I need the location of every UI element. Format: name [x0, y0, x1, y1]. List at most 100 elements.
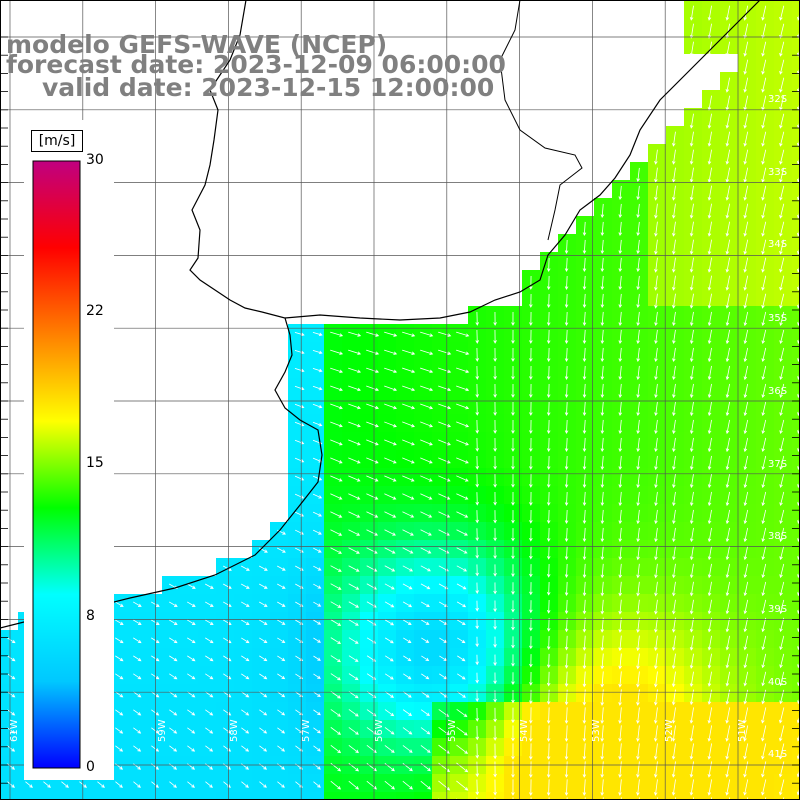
wind-arrow	[493, 365, 497, 380]
wind-arrow	[564, 365, 569, 380]
wind-arrow	[618, 419, 623, 435]
wind-arrow	[743, 437, 749, 453]
wind-speed-cell	[792, 612, 800, 630]
wind-arrow	[438, 601, 448, 608]
wind-arrow	[348, 367, 362, 374]
wind-arrow	[707, 527, 712, 543]
wind-arrow	[312, 529, 322, 535]
wind-arrow	[277, 745, 286, 752]
wind-arrow	[600, 743, 604, 760]
wind-arrow	[115, 745, 124, 752]
wind-arrow	[546, 437, 551, 452]
wind-arrow	[186, 583, 196, 589]
wind-arrow	[707, 635, 712, 651]
wind-arrow	[671, 635, 676, 651]
wind-arrow	[277, 727, 286, 734]
wind-arrow	[707, 5, 712, 21]
wind-arrow	[312, 367, 323, 373]
wind-arrow	[366, 547, 378, 554]
wind-arrow	[546, 491, 551, 506]
wind-arrow	[689, 707, 694, 724]
wind-arrow	[294, 367, 305, 373]
wind-arrow	[636, 365, 640, 381]
wind-arrow	[475, 618, 479, 630]
wind-arrow	[205, 709, 214, 716]
wind-arrow	[384, 421, 397, 428]
wind-arrow	[600, 383, 605, 399]
wind-arrow	[330, 673, 341, 681]
wind-arrow	[779, 329, 785, 345]
wind-arrow	[779, 653, 785, 669]
wind-arrow	[348, 529, 361, 536]
wind-arrow	[420, 439, 433, 446]
wind-arrow	[511, 383, 515, 398]
wind-arrow	[636, 725, 640, 742]
wind-arrow	[779, 383, 785, 399]
wind-arrow	[743, 5, 749, 21]
wind-arrow	[366, 529, 379, 536]
wind-arrow	[654, 293, 658, 309]
wind-arrow	[456, 709, 468, 717]
wind-arrow	[600, 671, 605, 688]
wind-arrow	[564, 617, 569, 633]
wind-arrow	[420, 511, 433, 518]
wind-arrow	[671, 149, 676, 165]
wind-arrow	[330, 421, 343, 428]
wind-arrow	[600, 761, 604, 778]
wind-arrow	[761, 617, 767, 633]
wind-speed-cell	[738, 792, 756, 800]
wind-arrow	[313, 781, 321, 788]
wind-speed-cell	[792, 252, 800, 270]
wind-arrow	[384, 619, 395, 626]
wind-arrow	[636, 329, 640, 345]
wind-arrow	[169, 727, 178, 734]
wind-arrow	[493, 761, 497, 778]
wind-arrow	[671, 203, 676, 219]
wind-arrow	[582, 383, 587, 398]
wind-arrow	[689, 473, 694, 489]
wind-arrow	[420, 385, 434, 392]
wind-arrow	[689, 275, 694, 291]
wind-arrow	[636, 527, 640, 543]
wind-arrow	[636, 563, 640, 579]
wind-arrow	[725, 41, 731, 57]
wind-arrow	[672, 491, 676, 507]
wind-speed-cell	[792, 378, 800, 396]
wind-speed-cell	[396, 792, 414, 800]
wind-arrow	[779, 131, 785, 147]
wind-arrow	[241, 673, 250, 680]
wind-arrow	[636, 419, 640, 435]
wind-arrow	[779, 347, 785, 363]
wind-arrow	[348, 475, 361, 482]
wind-arrow	[295, 583, 304, 589]
wind-speed-cell	[792, 360, 800, 378]
wind-arrow	[259, 637, 268, 644]
wind-arrow	[761, 311, 767, 327]
wind-arrow	[582, 725, 587, 742]
wind-arrow	[636, 437, 640, 453]
wind-arrow	[778, 761, 785, 778]
wind-arrow	[133, 727, 142, 734]
wind-arrow	[654, 365, 658, 381]
wind-arrow	[618, 293, 623, 309]
wind-arrow	[600, 545, 605, 561]
wind-arrow	[403, 673, 412, 680]
wind-arrow	[529, 347, 533, 362]
wind-arrow	[529, 528, 533, 542]
wind-speed-cell	[792, 558, 800, 576]
wind-arrow	[348, 331, 362, 337]
wind-arrow	[241, 655, 250, 662]
wind-arrow	[672, 563, 676, 579]
wind-arrow	[707, 509, 712, 525]
wind-arrow	[438, 421, 452, 428]
wind-arrow	[725, 527, 730, 543]
valid-date: valid date: 2023-12-15 12:00:00	[42, 73, 495, 102]
wind-arrow	[511, 636, 515, 649]
wind-arrow	[420, 403, 434, 410]
wind-arrow	[277, 601, 286, 607]
wind-arrow	[313, 601, 322, 607]
wind-arrow	[187, 619, 196, 626]
wind-arrow	[420, 349, 434, 355]
wind-arrow	[402, 565, 414, 572]
wind-arrow	[725, 77, 731, 93]
